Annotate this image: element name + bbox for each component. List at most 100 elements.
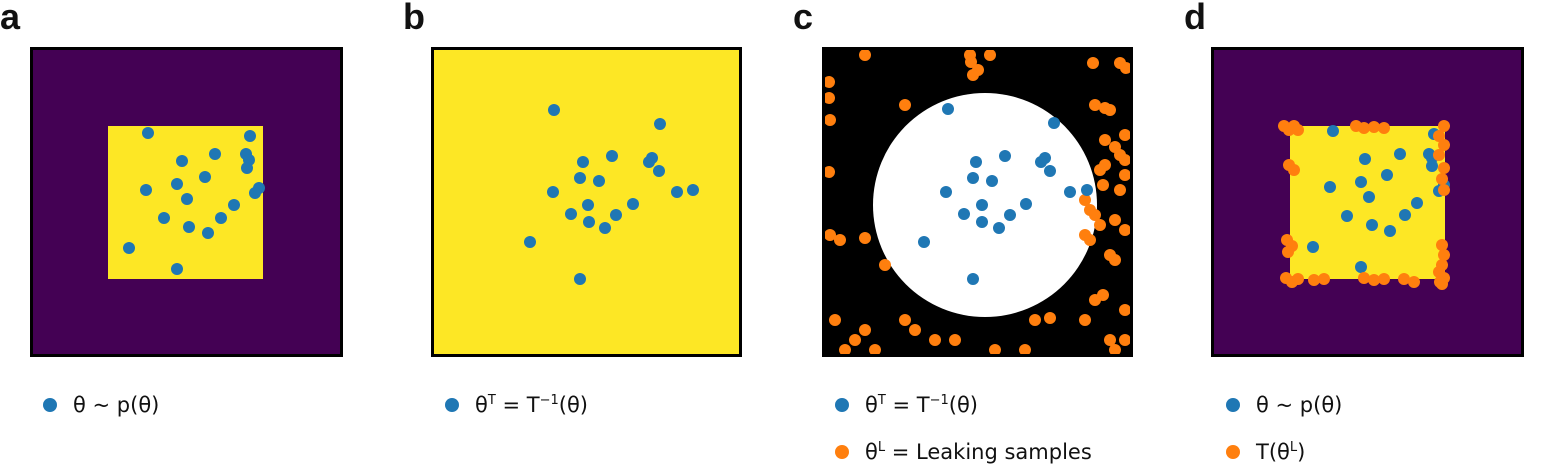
panel-c-transformed-samples <box>918 103 1093 285</box>
sample-point <box>993 222 1005 234</box>
sample-point <box>1355 176 1367 188</box>
sample-point <box>918 236 930 248</box>
panel-c-canvas <box>825 50 1130 354</box>
sample-point <box>1019 344 1031 354</box>
sample-point <box>1438 162 1450 174</box>
sample-point <box>1089 209 1101 221</box>
sample-point <box>859 50 871 61</box>
legend-d-2: T(θL) <box>1226 437 1305 467</box>
sample-point <box>574 172 586 184</box>
sample-point <box>999 150 1011 162</box>
sample-point <box>1408 276 1420 288</box>
sample-point <box>958 208 970 220</box>
sample-point <box>967 172 979 184</box>
legend-marker-blue <box>445 398 459 412</box>
sample-point <box>825 229 836 241</box>
sample-point <box>1341 210 1353 222</box>
sample-point <box>986 175 998 187</box>
legend-a-1: θ ~ p(θ) <box>43 390 159 420</box>
sample-point <box>181 193 193 205</box>
sample-point <box>687 184 699 196</box>
sample-point <box>1378 122 1390 134</box>
sample-point <box>1318 273 1330 285</box>
sample-point <box>1292 124 1304 136</box>
sample-point <box>1381 169 1393 181</box>
sample-point <box>825 114 836 126</box>
sample-point <box>899 99 911 111</box>
sample-point <box>1324 181 1336 193</box>
sample-point <box>970 156 982 168</box>
sample-point <box>1308 274 1320 286</box>
sample-point <box>1097 179 1109 191</box>
sample-point <box>1020 198 1032 210</box>
sample-point <box>942 103 954 115</box>
sample-point <box>1109 254 1121 266</box>
sample-point <box>142 127 154 139</box>
sample-point <box>593 175 605 187</box>
sample-point <box>984 50 996 61</box>
sample-point <box>1394 148 1406 160</box>
sample-point <box>202 227 214 239</box>
sample-point <box>1084 234 1096 246</box>
sample-point <box>547 186 559 198</box>
sample-point <box>643 156 655 168</box>
sample-point <box>1081 184 1093 196</box>
sample-point <box>1044 165 1056 177</box>
sample-point <box>1426 160 1438 172</box>
sample-point <box>1358 272 1370 284</box>
sample-point <box>1366 219 1378 231</box>
sample-point <box>599 222 611 234</box>
panel-label-d: d <box>1184 0 1206 37</box>
panel-c-leaking-samples <box>825 50 1130 354</box>
panel-a-samples <box>123 127 265 275</box>
sample-point <box>1433 149 1445 161</box>
sample-point <box>574 273 586 285</box>
legend-label: θ ~ p(θ) <box>73 393 160 417</box>
sample-point <box>1378 273 1390 285</box>
sample-point <box>965 56 977 68</box>
sample-point <box>1089 294 1101 306</box>
sample-point <box>1109 214 1121 226</box>
sample-point <box>1359 153 1371 165</box>
sample-point <box>1089 99 1101 111</box>
sample-point <box>1094 164 1106 176</box>
sample-point <box>249 187 261 199</box>
legend-marker-blue <box>1226 398 1240 412</box>
sample-point <box>1044 312 1056 324</box>
sample-point <box>1438 139 1450 151</box>
panel-b-canvas <box>524 104 699 285</box>
sample-point <box>976 199 988 211</box>
sample-point <box>834 234 846 246</box>
legend-marker-blue <box>835 398 849 412</box>
sample-point <box>825 76 835 88</box>
legend-d-1: θ ~ p(θ) <box>1226 390 1342 420</box>
sample-point <box>1004 209 1016 221</box>
sample-point <box>1119 334 1130 346</box>
legend-label: T(θL) <box>1256 440 1306 464</box>
sample-point <box>1119 304 1130 316</box>
sample-point <box>582 199 594 211</box>
sample-point <box>1436 278 1448 290</box>
sample-point <box>1079 194 1091 206</box>
sample-point <box>859 232 871 244</box>
legend-label: θL = Leaking samples <box>865 440 1092 464</box>
sample-point <box>1119 169 1130 181</box>
sample-point <box>829 314 841 326</box>
sample-point <box>1064 186 1076 198</box>
legend-label: θT = T−1(θ) <box>865 393 978 417</box>
sample-point <box>1029 314 1041 326</box>
sample-point <box>123 242 135 254</box>
panel-a-canvas <box>108 126 265 279</box>
sample-point <box>899 314 911 326</box>
panel-c-plot <box>822 47 1133 357</box>
sample-point <box>839 344 851 354</box>
sample-point <box>209 148 221 160</box>
panel-label-a: a <box>0 0 21 37</box>
sample-point <box>940 186 952 198</box>
sample-point <box>1087 57 1099 69</box>
sample-point <box>967 69 979 81</box>
legend-marker-orange <box>1226 445 1240 459</box>
sample-point <box>967 273 979 285</box>
panel-d-canvas <box>1278 120 1450 290</box>
sample-point <box>654 118 666 130</box>
